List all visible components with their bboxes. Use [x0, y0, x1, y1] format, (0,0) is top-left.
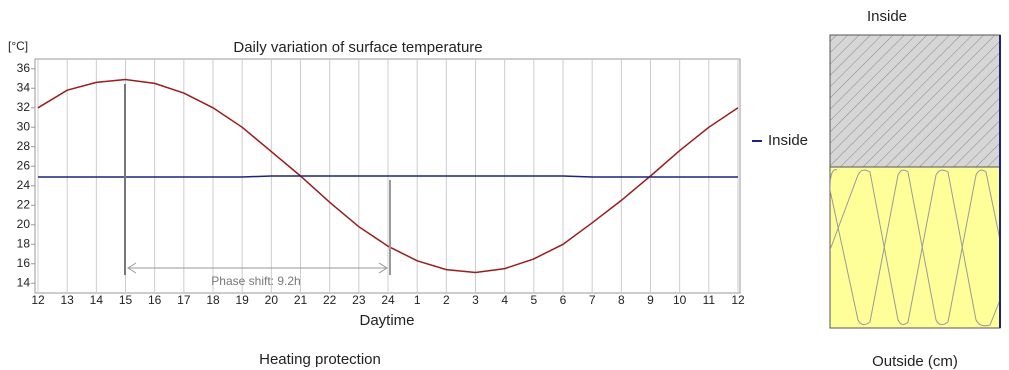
x-tick-label: 7 — [589, 293, 596, 307]
x-tick-label: 20 — [265, 293, 279, 307]
x-tick-label: 5 — [530, 293, 537, 307]
arrow-head — [378, 262, 388, 274]
x-tick-label: 17 — [177, 293, 191, 307]
y-axis-label: [°C] — [8, 39, 28, 53]
x-tick-label: 1 — [414, 293, 421, 307]
x-tick-label: 9 — [647, 293, 654, 307]
x-tick-label: 4 — [501, 293, 508, 307]
x-tick-label: 16 — [148, 293, 162, 307]
insulation-fibre — [830, 169, 1000, 327]
x-tick-label: 12 — [731, 293, 745, 307]
insulation-layer — [829, 166, 1001, 329]
caption: Heating protection — [259, 351, 381, 368]
x-tick-label: 6 — [560, 293, 567, 307]
x-tick-label: 8 — [618, 293, 625, 307]
y-tick-label: 14 — [17, 275, 31, 289]
x-tick-label: 22 — [323, 293, 337, 307]
wall-diagram: Inside Outside (cm) — [829, 8, 1001, 370]
y-tick-label: 26 — [17, 158, 31, 172]
phase-shift: Phase shift: 9.2h — [124, 84, 391, 288]
x-tick-label: 24 — [381, 293, 395, 307]
y-tick-label: 20 — [17, 217, 31, 231]
masonry-layer — [829, 34, 1001, 168]
legend-label: Inside — [768, 132, 808, 149]
y-tick-label: 32 — [17, 100, 31, 114]
series-line — [38, 175, 738, 178]
y-tick-label: 22 — [17, 197, 31, 211]
x-tick-label: 2 — [443, 293, 450, 307]
x-tick-label: 15 — [119, 293, 133, 307]
series-line — [37, 78, 739, 274]
plot-area: 12 13 14 15 16 17 18 19 20 21 22 23 24 1 2 3 4 5 6 7 8 9 10 11 1… — [17, 58, 745, 307]
x-axis-label: Daytime — [359, 312, 414, 329]
wall-bottom-label: Outside (cm) — [872, 353, 958, 370]
wall-top-label: Inside — [867, 8, 907, 25]
x-tick-label: 10 — [673, 293, 687, 307]
x-tick-label: 21 — [294, 293, 308, 307]
y-tick-label: 16 — [17, 256, 31, 270]
x-tick-label: 3 — [472, 293, 479, 307]
y-tick-label: 24 — [17, 178, 31, 192]
arrow-head — [127, 262, 137, 274]
x-tick-label: 12 — [31, 293, 45, 307]
x-tick-label: 19 — [235, 293, 249, 307]
y-tick-label: 18 — [17, 236, 31, 250]
y-tick-label: 28 — [17, 139, 31, 153]
chart-title: Daily variation of surface temperature — [233, 39, 482, 56]
annotation: Phase shift: 9.2h — [211, 274, 300, 288]
y-tick-label: 30 — [17, 119, 31, 133]
insulation-fibre — [830, 169, 1000, 326]
x-tick-label: 11 — [703, 293, 716, 307]
x-tick-label: 13 — [60, 293, 74, 307]
y-tick-label: 34 — [17, 80, 31, 94]
x-tick-label: 18 — [206, 293, 220, 307]
x-tick-label: 23 — [352, 293, 366, 307]
y-tick-label: 36 — [17, 61, 31, 75]
x-tick-label: 14 — [90, 293, 104, 307]
